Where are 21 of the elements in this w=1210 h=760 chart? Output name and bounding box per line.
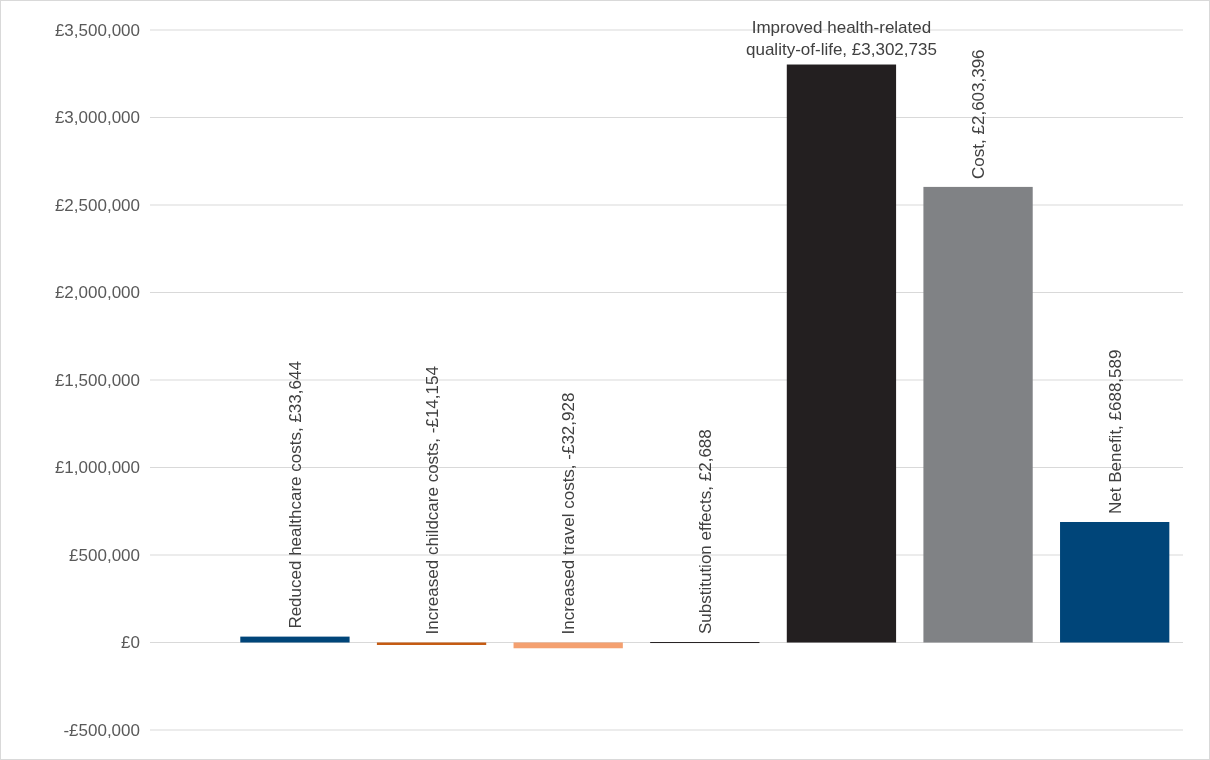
data-label: Increased travel costs, -£32,928 (559, 392, 579, 635)
y-tick-label: £500,000 (69, 545, 140, 565)
data-label: Increased childcare costs, -£14,154 (422, 366, 442, 635)
bar (1060, 522, 1170, 643)
y-tick-label: £3,500,000 (54, 20, 140, 40)
data-label: Substitution effects, £2,688 (695, 429, 715, 635)
bar (786, 64, 897, 643)
bar (923, 186, 1033, 643)
data-label: Reduced healthcare costs, £33,644 (285, 361, 305, 629)
y-tick-label: £2,500,000 (54, 195, 140, 215)
data-label: Improved health-related quality-of-life, £3,302,735 (745, 17, 937, 59)
y-tick-label: -£500,000 (63, 720, 140, 740)
data-label: Cost, £2,603,396 (969, 49, 989, 179)
y-tick-label: £1,500,000 (54, 370, 140, 390)
y-tick-label: £1,000,000 (54, 458, 140, 478)
data-label: Net Benefit, £688,589 (1105, 349, 1125, 514)
bar (513, 642, 623, 649)
y-tick-label: £3,000,000 (54, 108, 140, 128)
bar (240, 636, 350, 643)
y-tick-label: £2,000,000 (54, 283, 140, 303)
y-tick-label: £0 (121, 633, 140, 653)
